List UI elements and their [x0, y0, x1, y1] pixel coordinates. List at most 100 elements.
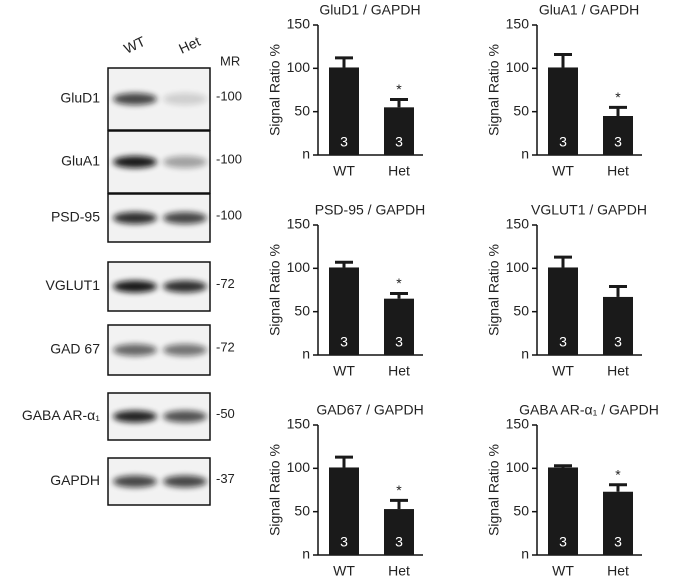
x-tick-label: WT — [552, 163, 574, 179]
chart-title: PSD-95 / GAPDH — [315, 202, 425, 218]
y-tick-label: 50 — [513, 502, 529, 518]
marker-label: -50 — [216, 406, 235, 421]
significance: * — [615, 467, 621, 483]
row-label: GluD1 — [60, 90, 100, 106]
marker-header: MR — [220, 53, 240, 68]
chart-title: GluA1 / GAPDH — [539, 2, 639, 18]
x-tick-label: WT — [552, 563, 574, 579]
y-axis-label: Signal Ratio % — [267, 244, 283, 336]
y-tick-label: 150 — [287, 216, 311, 232]
bar — [329, 467, 359, 555]
x-tick-label: WT — [552, 363, 574, 379]
n-label: 3 — [395, 134, 403, 150]
row-label: GAD 67 — [50, 341, 100, 357]
x-tick-label: Het — [388, 163, 410, 179]
bar — [329, 67, 359, 155]
chart-title: GAD67 / GAPDH — [316, 402, 423, 418]
y-tick-label: 100 — [287, 259, 311, 275]
bar — [384, 107, 414, 155]
blot-band — [163, 156, 207, 168]
n-label: 3 — [340, 134, 348, 150]
x-tick-label: Het — [388, 363, 410, 379]
marker-label: -72 — [216, 339, 235, 354]
y-tick-label: 150 — [287, 416, 311, 432]
y-tick-label: n — [521, 346, 529, 362]
blot-band — [163, 93, 207, 105]
lane-label: WT — [121, 33, 148, 57]
y-tick-label: 100 — [287, 459, 311, 475]
n-label: 3 — [559, 334, 567, 350]
n-label: 3 — [395, 534, 403, 550]
y-tick-label: 50 — [513, 302, 529, 318]
bar — [603, 116, 633, 155]
y-tick-label: 100 — [506, 459, 530, 475]
x-tick-label: WT — [333, 363, 355, 379]
x-tick-label: Het — [388, 563, 410, 579]
blot-band — [163, 212, 207, 224]
chart-title: VGLUT1 / GAPDH — [531, 202, 647, 218]
bar — [329, 267, 359, 355]
n-label: 3 — [340, 534, 348, 550]
y-tick-label: n — [521, 146, 529, 162]
row-label: GluA1 — [61, 153, 100, 169]
row-label: PSD-95 — [51, 209, 100, 225]
y-tick-label: 100 — [287, 59, 311, 75]
marker-label: -100 — [216, 151, 242, 166]
x-tick-label: WT — [333, 163, 355, 179]
marker-label: -37 — [216, 471, 235, 486]
y-tick-label: n — [302, 146, 310, 162]
blot-band — [113, 93, 157, 105]
n-label: 3 — [395, 334, 403, 350]
y-tick-label: 50 — [294, 302, 310, 318]
marker-label: -100 — [216, 88, 242, 103]
chart-title: GABA AR-α₁ / GAPDH — [519, 402, 659, 418]
y-tick-label: 150 — [287, 16, 311, 32]
bar — [384, 298, 414, 355]
significance: * — [396, 482, 402, 498]
blot-band — [163, 475, 207, 488]
row-label: VGLUT1 — [46, 277, 101, 293]
n-label: 3 — [614, 534, 622, 550]
lane-label: Het — [176, 33, 203, 57]
y-tick-label: 100 — [506, 259, 530, 275]
bar — [548, 467, 578, 555]
y-axis-label: Signal Ratio % — [267, 44, 283, 136]
x-tick-label: Het — [607, 163, 629, 179]
n-label: 3 — [614, 334, 622, 350]
blot-band — [163, 344, 207, 356]
blot-band — [113, 410, 157, 423]
y-tick-label: n — [302, 346, 310, 362]
y-tick-label: 50 — [513, 102, 529, 118]
x-tick-label: WT — [333, 563, 355, 579]
n-label: 3 — [559, 534, 567, 550]
chart-title: GluD1 / GAPDH — [319, 2, 420, 18]
bar — [603, 491, 633, 555]
marker-label: -100 — [216, 207, 242, 222]
x-tick-label: Het — [607, 563, 629, 579]
y-axis-label: Signal Ratio % — [486, 44, 502, 136]
row-label: GABA AR-α₁ — [22, 407, 100, 423]
y-tick-label: 150 — [506, 216, 530, 232]
significance: * — [396, 275, 402, 291]
blot-band — [163, 280, 207, 293]
y-tick-label: 150 — [506, 16, 530, 32]
x-tick-label: Het — [607, 363, 629, 379]
significance: * — [396, 81, 402, 97]
blot-band — [163, 410, 207, 423]
n-label: 3 — [614, 134, 622, 150]
row-label: GAPDH — [50, 472, 100, 488]
y-tick-label: 100 — [506, 59, 530, 75]
n-label: 3 — [559, 134, 567, 150]
blot-band — [113, 212, 157, 224]
bar — [548, 67, 578, 155]
y-axis-label: Signal Ratio % — [486, 444, 502, 536]
y-tick-label: 150 — [506, 416, 530, 432]
significance: * — [615, 89, 621, 105]
blot-band — [113, 344, 157, 356]
y-tick-label: n — [302, 546, 310, 562]
bar — [384, 509, 414, 555]
blot-band — [113, 280, 157, 293]
bar — [603, 296, 633, 355]
